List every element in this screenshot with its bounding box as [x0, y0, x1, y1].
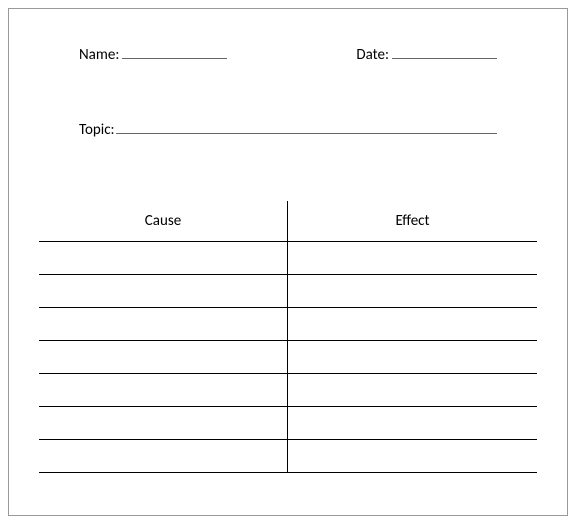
topic-row: Topic: [39, 119, 537, 139]
table-bottom-border [39, 472, 537, 473]
table-row [39, 274, 537, 307]
table-row [39, 241, 537, 274]
name-label: Name: [79, 46, 119, 64]
table-header: Cause Effect [39, 201, 537, 241]
worksheet-page: Name: Date: Topic: Cause Effect [8, 8, 568, 516]
cause-cell[interactable] [39, 341, 288, 373]
date-label: Date: [356, 46, 389, 64]
table-row [39, 439, 537, 472]
column-header-effect: Effect [288, 212, 537, 230]
cause-cell[interactable] [39, 440, 288, 472]
date-input-line[interactable] [392, 44, 497, 59]
cause-cell[interactable] [39, 374, 288, 406]
topic-input-line[interactable] [116, 119, 497, 134]
effect-cell[interactable] [288, 407, 537, 439]
effect-cell[interactable] [288, 242, 537, 274]
column-header-cause: Cause [39, 201, 288, 241]
cause-cell[interactable] [39, 242, 288, 274]
effect-cell[interactable] [288, 341, 537, 373]
table-row [39, 406, 537, 439]
cause-cell[interactable] [39, 275, 288, 307]
name-input-line[interactable] [122, 44, 227, 59]
table-row [39, 373, 537, 406]
effect-cell[interactable] [288, 440, 537, 472]
topic-label: Topic: [79, 121, 115, 139]
cause-effect-table: Cause Effect [39, 201, 537, 473]
effect-cell[interactable] [288, 374, 537, 406]
cause-cell[interactable] [39, 308, 288, 340]
effect-cell[interactable] [288, 308, 537, 340]
table-row [39, 340, 537, 373]
header-row: Name: Date: [39, 44, 537, 64]
cause-cell[interactable] [39, 407, 288, 439]
table-row [39, 307, 537, 340]
date-field: Date: [356, 44, 497, 64]
name-field: Name: [79, 44, 227, 64]
effect-cell[interactable] [288, 275, 537, 307]
